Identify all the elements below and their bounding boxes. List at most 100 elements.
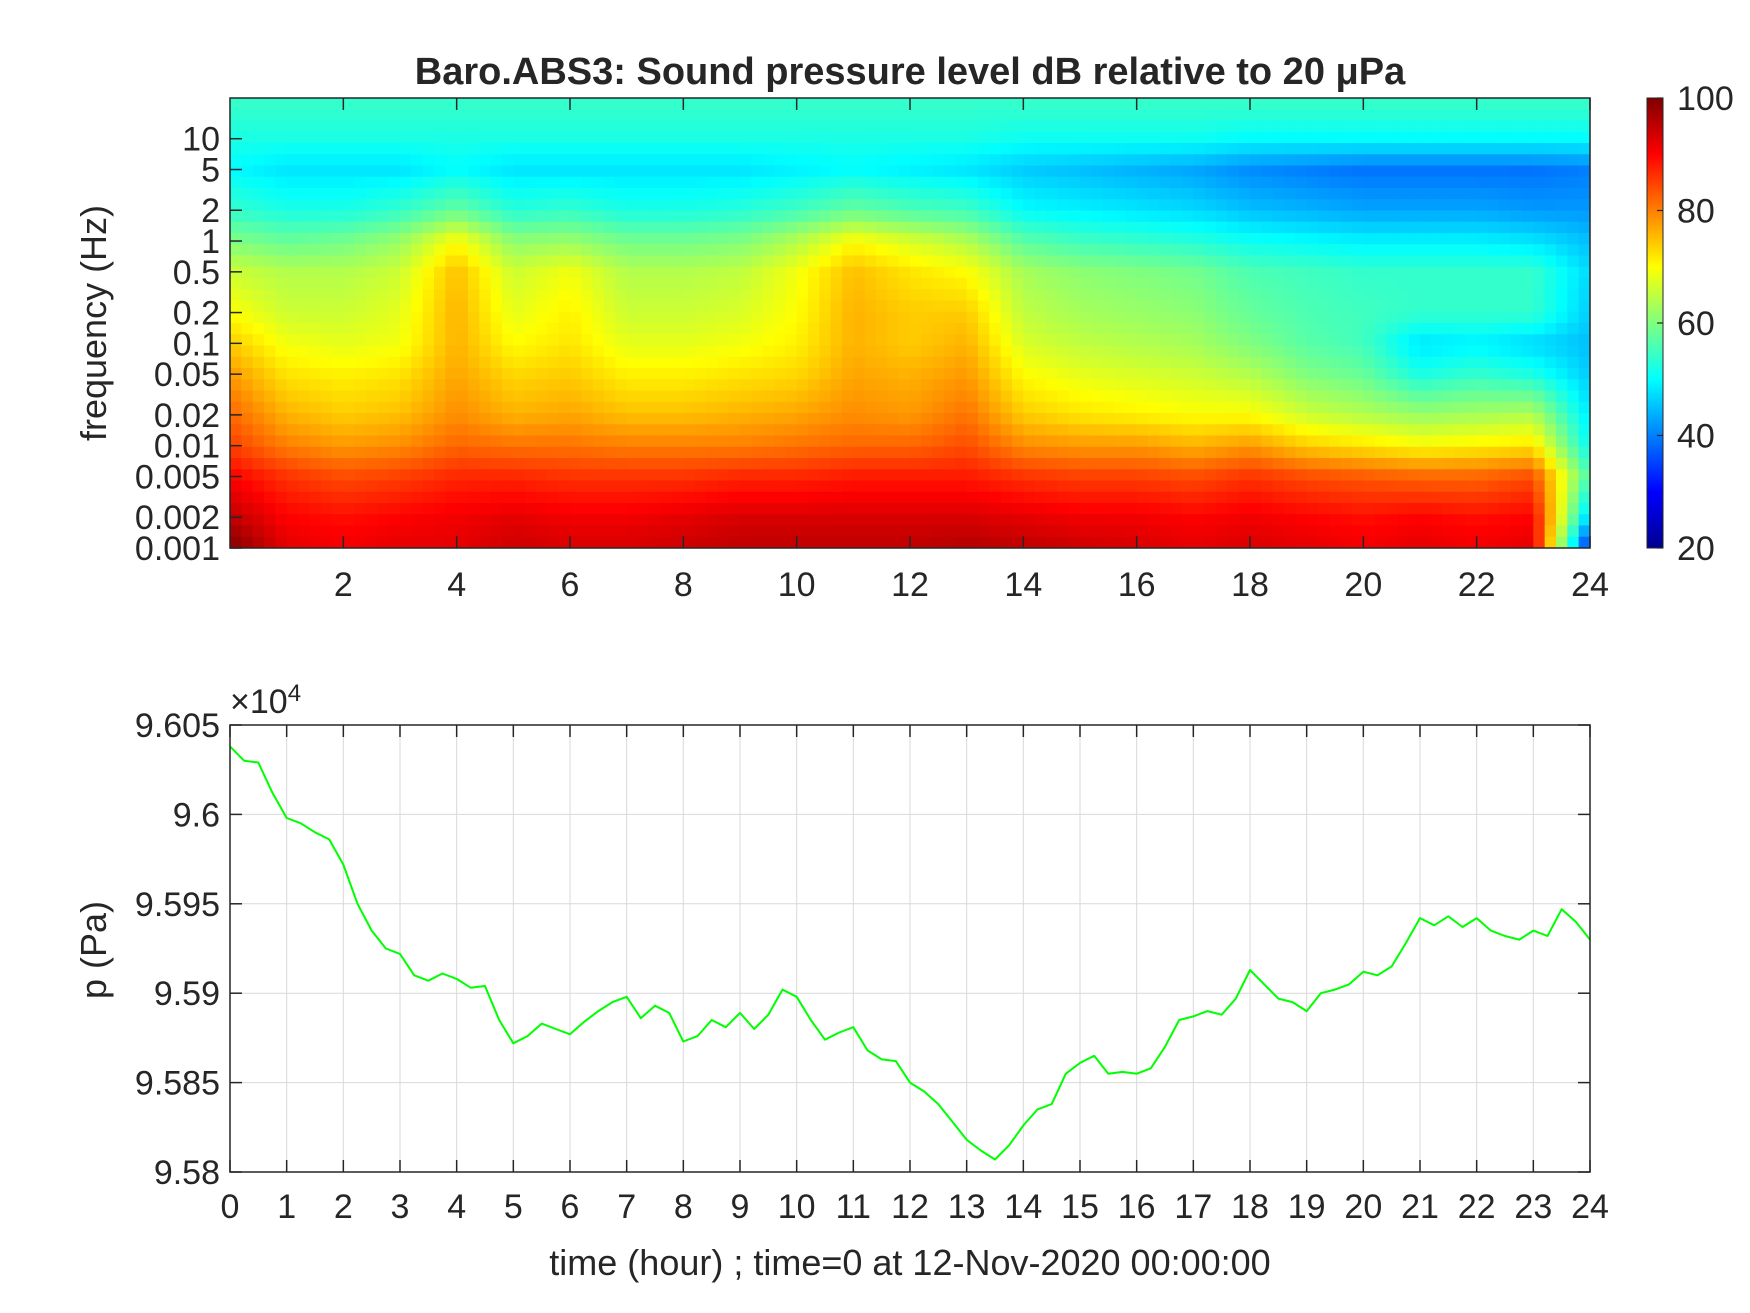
heatmap-cell xyxy=(626,154,639,167)
heatmap-cell xyxy=(524,334,537,347)
heatmap-cell xyxy=(1340,98,1353,110)
heatmap-cell xyxy=(774,469,786,482)
heatmap-cell xyxy=(1261,233,1274,245)
heatmap-cell xyxy=(1204,120,1217,133)
heatmap-cell xyxy=(728,345,741,358)
heatmap-cell xyxy=(388,536,401,548)
heatmap-cell xyxy=(547,379,560,392)
heatmap-cell xyxy=(898,503,911,515)
heatmap-cell xyxy=(762,525,775,538)
heatmap-cell xyxy=(1114,491,1126,504)
heatmap-cell xyxy=(1284,244,1296,257)
heatmap-cell xyxy=(1556,491,1568,504)
heatmap-cell xyxy=(456,199,469,212)
heatmap-cell xyxy=(1340,210,1353,223)
heatmap-cell xyxy=(1499,154,1512,167)
heatmap-cell xyxy=(966,491,979,504)
heatmap-cell xyxy=(1238,390,1251,403)
heatmap-cell xyxy=(989,491,1002,504)
heatmap-cell xyxy=(1533,221,1546,234)
heatmap-cell xyxy=(1261,131,1274,144)
heatmap-cell xyxy=(343,221,356,234)
heatmap-cell xyxy=(751,401,764,414)
heatmap-cell xyxy=(955,356,968,369)
heatmap-cell xyxy=(1295,188,1308,200)
heatmap-cell xyxy=(1488,176,1500,189)
heatmap-cell xyxy=(1193,334,1206,347)
heatmap-cell xyxy=(796,390,809,403)
heatmap-cell xyxy=(1068,165,1081,178)
heatmap-cell xyxy=(853,503,866,515)
heatmap-cell xyxy=(400,255,412,268)
heatmap-cell xyxy=(1306,278,1319,290)
heatmap-cell xyxy=(400,491,412,504)
heatmap-cell xyxy=(570,345,582,358)
heatmap-cell xyxy=(320,266,333,279)
heatmap-cell xyxy=(1408,525,1421,538)
heatmap-cell xyxy=(1125,345,1138,358)
heatmap-cell xyxy=(1057,210,1070,223)
heatmap-cell xyxy=(479,525,492,538)
heatmap-cell xyxy=(932,300,945,313)
heatmap-cell xyxy=(298,266,310,279)
heatmap-cell xyxy=(1567,244,1580,257)
heatmap-cell xyxy=(706,289,718,302)
heatmap-cell xyxy=(1340,368,1353,380)
heatmap-cell xyxy=(706,109,718,122)
heatmap-cell xyxy=(309,278,322,290)
heatmap-cell xyxy=(1159,368,1172,380)
heatmap-cell xyxy=(910,368,922,380)
heatmap-cell xyxy=(332,458,344,470)
heatmap-cell xyxy=(1420,424,1432,437)
heatmap-cell xyxy=(558,233,571,245)
heatmap-cell xyxy=(456,323,469,335)
heatmap-cell xyxy=(944,536,956,548)
heatmap-cell xyxy=(1510,233,1523,245)
heatmap-cell xyxy=(1204,176,1217,189)
heatmap-cell xyxy=(683,210,696,223)
heatmap-cell xyxy=(1352,188,1364,200)
heatmap-cell xyxy=(1408,176,1421,189)
heatmap-cell xyxy=(366,345,378,358)
heatmap-cell xyxy=(422,266,435,279)
heatmap-cell xyxy=(400,435,412,448)
heatmap-cell xyxy=(1080,446,1092,459)
heatmap-cell xyxy=(422,255,435,268)
heatmap-cell xyxy=(762,446,775,459)
heatmap-cell xyxy=(830,345,843,358)
heatmap-cell xyxy=(1408,390,1421,403)
heatmap-cell xyxy=(864,491,877,504)
heatmap-cell xyxy=(490,165,503,178)
heatmap-cell xyxy=(332,289,344,302)
heatmap-cell xyxy=(1556,323,1568,335)
heatmap-cell xyxy=(649,278,662,290)
heatmap-cell xyxy=(524,199,537,212)
heatmap-cell xyxy=(354,143,367,155)
heatmap-cell xyxy=(298,109,310,122)
heatmap-cell xyxy=(377,188,390,200)
heatmap-cell xyxy=(1023,300,1036,313)
heatmap-cell xyxy=(252,278,265,290)
heatmap-cell xyxy=(1363,109,1376,122)
heatmap-cell xyxy=(876,255,888,268)
heatmap-cell xyxy=(1114,525,1126,538)
heatmap-cell xyxy=(400,154,412,167)
heatmap-cell xyxy=(1522,165,1534,178)
heatmap-cell xyxy=(524,390,537,403)
heatmap-cell xyxy=(966,154,979,167)
heatmap-cell xyxy=(944,255,956,268)
heatmap-cell xyxy=(989,188,1002,200)
heatmap-cell xyxy=(1238,98,1251,110)
heatmap-cell xyxy=(1284,176,1296,189)
heatmap-cell xyxy=(774,458,786,470)
heatmap-cell xyxy=(1068,154,1081,167)
heatmap-cell xyxy=(830,233,843,245)
heatmap-cell xyxy=(286,221,299,234)
heatmap-cell xyxy=(1499,120,1512,133)
heatmap-cell xyxy=(1556,266,1568,279)
heatmap-cell xyxy=(1329,435,1342,448)
heatmap-cell xyxy=(853,446,866,459)
heatmap-cell xyxy=(1136,255,1149,268)
heatmap-cell xyxy=(1295,514,1308,527)
heatmap-cell xyxy=(1476,120,1489,133)
